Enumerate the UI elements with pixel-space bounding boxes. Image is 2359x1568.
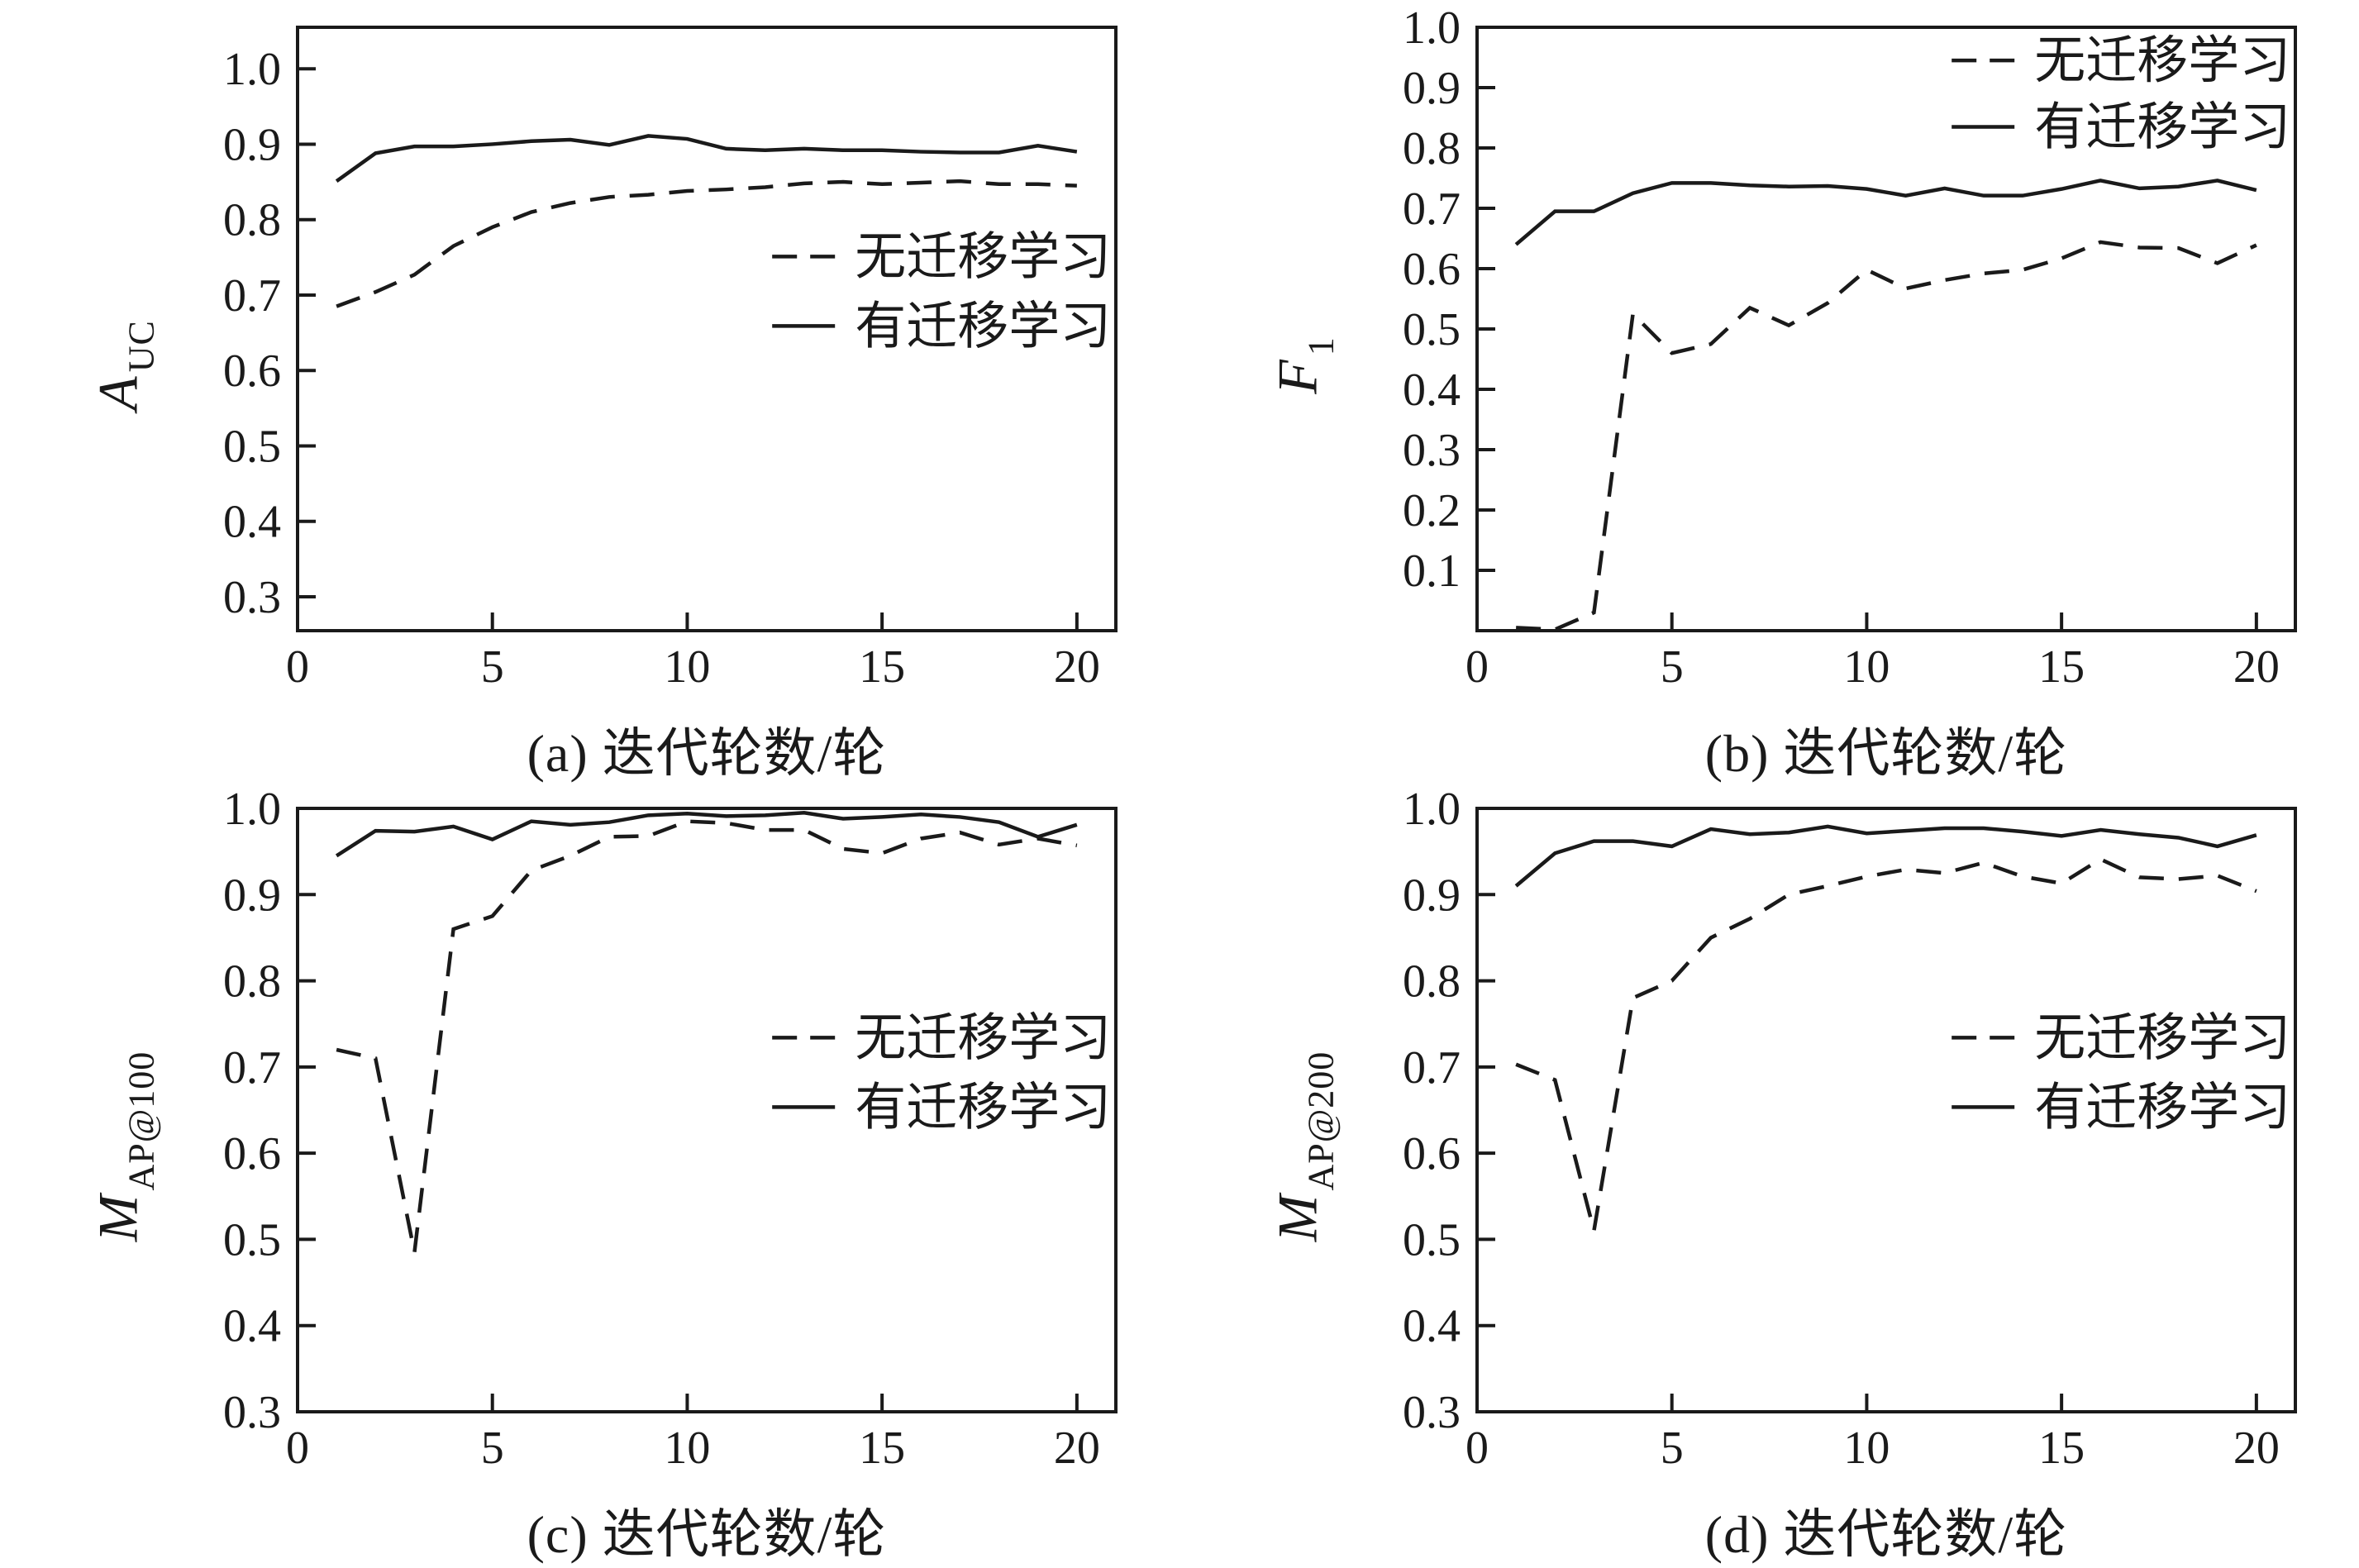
y-tick-label: 0.4 — [223, 497, 281, 548]
y-tick-label: 1.0 — [223, 788, 281, 835]
y-tick-label: 1.0 — [1403, 7, 1461, 54]
x-tick-label: 15 — [2038, 641, 2085, 693]
y-tick-label: 0.8 — [223, 956, 281, 1008]
series-transfer-line — [335, 810, 1078, 858]
panel-b: F1 0.1 0.2 0.3 0.4 0.5 0.6 0.7 0.8 0.9 1.0 0 5 10 15 2… — [1180, 0, 2359, 783]
series-no-transfer-line — [1516, 240, 2257, 631]
legend-label-no-transfer: 无迁移学习 — [855, 229, 1111, 285]
x-tick-label: 10 — [1843, 1423, 1890, 1474]
y-tick-label: 0.9 — [223, 870, 281, 921]
series-no-transfer-line — [336, 819, 1078, 1253]
x-tick-label: 20 — [1054, 1423, 1100, 1474]
y-tick-label: 0.4 — [1403, 1301, 1461, 1352]
panel-b-caption: (b) 迭代轮数/轮 — [1704, 724, 2068, 783]
x-tick-label: 0 — [1465, 1423, 1489, 1474]
x-tick-label: 5 — [1661, 641, 1684, 693]
y-tick-label: 0.3 — [223, 1387, 281, 1438]
legend-label-no-transfer: 无迁移学习 — [2034, 33, 2290, 89]
y-tick-label: 0.7 — [1403, 1042, 1461, 1094]
series-no-transfer-line — [1515, 856, 2257, 1232]
panel-a-plot: 0.3 0.4 0.5 0.6 0.7 0.8 0.9 1.0 0 5 10 15 20 无迁移学习有迁移… — [223, 26, 1118, 693]
panel-c-caption: (c) 迭代轮数/轮 — [527, 1505, 887, 1564]
y-tick-label: 0.6 — [223, 1128, 281, 1180]
y-tick-label: 0.9 — [1403, 870, 1461, 921]
y-tick-label: 0.7 — [223, 270, 281, 322]
y-tick-label: 0.4 — [1403, 365, 1461, 416]
x-tick-label: 10 — [1843, 641, 1890, 693]
y-tick-label: 0.7 — [223, 1042, 281, 1094]
plot-box — [1475, 807, 2297, 1413]
y-tick-label: 0.5 — [223, 1214, 281, 1265]
y-tick-label: 0.5 — [1403, 1214, 1461, 1265]
y-tick-label: 0.8 — [1403, 956, 1461, 1008]
x-tick-label: 0 — [286, 641, 309, 693]
y-tick-label: 0.6 — [1403, 1128, 1461, 1180]
x-tick-label: 20 — [2233, 1423, 2280, 1474]
y-tick-label: 0.6 — [1403, 244, 1461, 295]
x-tick-label: 15 — [859, 641, 905, 693]
y-tick-label: 0.8 — [223, 195, 281, 246]
x-tick-label: 20 — [1054, 641, 1100, 693]
y-tick-label: 0.8 — [1403, 123, 1461, 174]
panel-a: AUC 0.3 0.4 0.5 0.6 0.7 0.8 0.9 1.0 0 5 10 15 20 无迁移学… — [0, 0, 1180, 783]
x-tick-label: 20 — [2233, 641, 2280, 693]
y-tick-label: 0.1 — [1403, 546, 1461, 597]
x-tick-label: 5 — [1661, 1423, 1684, 1474]
y-tick-label: 0.3 — [1403, 425, 1461, 476]
y-tick-label: 1.0 — [223, 44, 281, 95]
legend-label-transfer: 有迁移学习 — [855, 1079, 1111, 1136]
legend-label-no-transfer: 无迁移学习 — [855, 1010, 1111, 1066]
legend-label-transfer: 有迁移学习 — [2034, 1079, 2290, 1136]
series-transfer-line — [335, 134, 1078, 183]
y-tick-label: 0.6 — [223, 346, 281, 397]
y-tick-label: 1.0 — [1403, 788, 1461, 835]
x-tick-label: 5 — [481, 1423, 504, 1474]
y-tick-label: 0.9 — [1403, 63, 1461, 114]
legend-label-transfer: 有迁移学习 — [2034, 99, 2290, 155]
x-tick-label: 0 — [1465, 641, 1489, 693]
panel-d-plot: 0.3 0.4 0.5 0.6 0.7 0.8 0.9 1.0 0 5 10 15 20 无迁移学习有迁移… — [1403, 788, 2297, 1474]
series-no-transfer-line — [336, 179, 1077, 308]
y-tick-label: 0.4 — [223, 1301, 281, 1352]
y-tick-label: 0.3 — [1403, 1387, 1461, 1438]
legend-label-transfer: 有迁移学习 — [855, 298, 1111, 355]
y-tick-label: 0.7 — [1403, 183, 1461, 235]
panel-c: MAP@100 0.3 0.4 0.5 0.6 0.7 0.8 0.9 1.0 0 5 10 15 20… — [0, 781, 1180, 1564]
x-tick-label: 10 — [664, 641, 710, 693]
x-tick-label: 15 — [859, 1423, 905, 1474]
y-tick-label: 0.5 — [1403, 304, 1461, 355]
x-tick-label: 15 — [2038, 1423, 2085, 1474]
x-tick-label: 10 — [664, 1423, 710, 1474]
series-transfer-line — [1514, 179, 2257, 246]
x-tick-label: 0 — [286, 1423, 309, 1474]
panel-a-caption: (a) 迭代轮数/轮 — [527, 724, 887, 783]
y-tick-label: 0.9 — [223, 119, 281, 170]
panel-c-plot: 0.3 0.4 0.5 0.6 0.7 0.8 0.9 1.0 0 5 10 15 20 无迁移学习有迁移… — [223, 788, 1118, 1474]
legend-label-no-transfer: 无迁移学习 — [2034, 1010, 2290, 1066]
series-transfer-line — [1514, 824, 2257, 888]
panel-b-plot: 0.1 0.2 0.3 0.4 0.5 0.6 0.7 0.8 0.9 1.0 0 5 10 15 20 无迁… — [1403, 7, 2297, 693]
y-tick-label: 0.5 — [223, 421, 281, 472]
y-tick-label: 0.3 — [223, 572, 281, 623]
panel-d-caption: (d) 迭代轮数/轮 — [1704, 1505, 2068, 1564]
y-tick-label: 0.2 — [1403, 485, 1461, 536]
panel-d: MAP@200 0.3 0.4 0.5 0.6 0.7 0.8 0.9 1.0 0 5 10 15 20… — [1180, 781, 2359, 1564]
plot-box — [296, 807, 1118, 1413]
x-tick-label: 5 — [481, 641, 504, 693]
plot-box — [296, 26, 1118, 632]
